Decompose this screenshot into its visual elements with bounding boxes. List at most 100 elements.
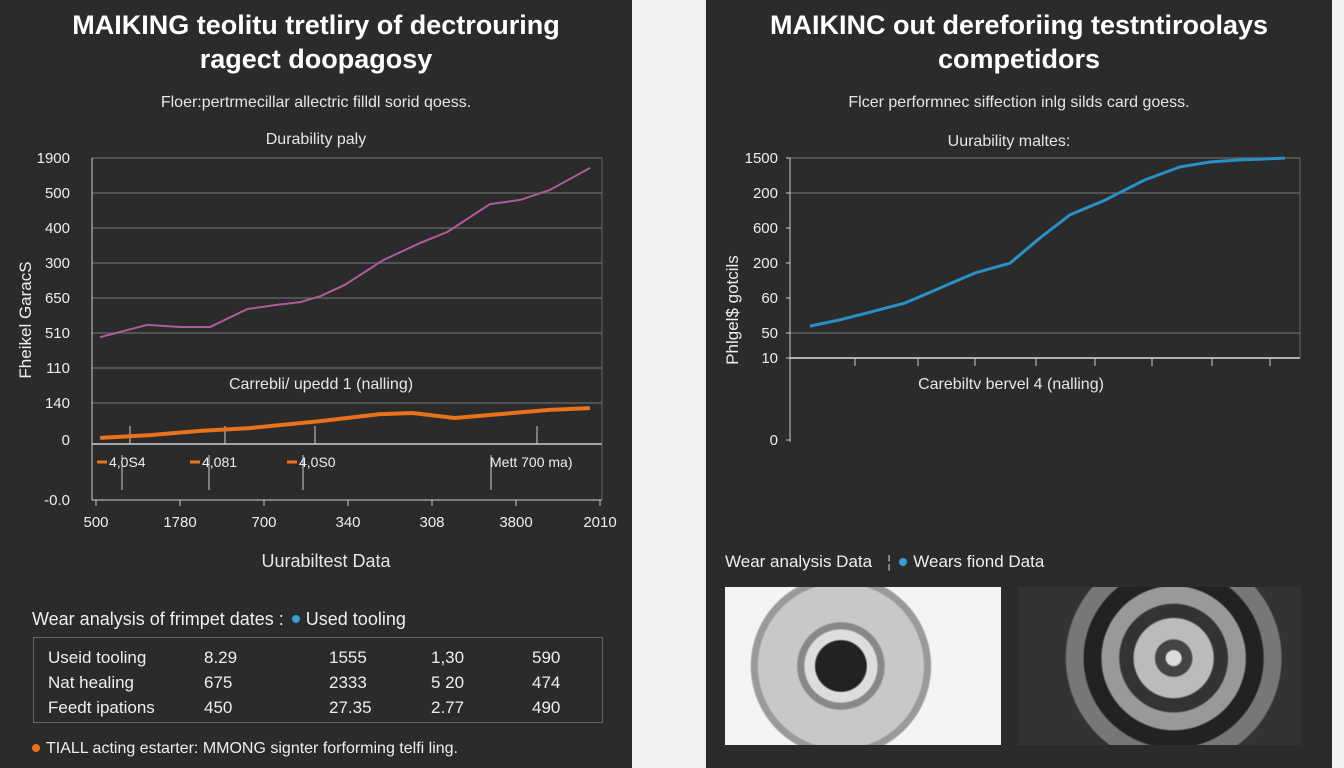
right-panel: MAIKINC out dereforiing testntiroolays c…: [706, 0, 1332, 768]
x-tick-label: 700: [251, 514, 276, 531]
data-point: [489, 203, 491, 205]
annotation-label: 4,0S0: [299, 454, 336, 470]
series-line-1: [100, 406, 591, 440]
table-cell: 27.35: [329, 698, 372, 717]
data-point: [549, 189, 551, 191]
right-title-line2: competidors: [937, 44, 1101, 74]
right-title-line1: MAIKINC out dereforiing testntiroolays: [769, 10, 1269, 40]
gear-assembly-photo: [1018, 587, 1301, 745]
legend-dot-icon: [899, 557, 908, 566]
y-axis-label: Fheikel GaracS: [16, 261, 35, 378]
table-row-label: Feedt ipations: [48, 698, 155, 717]
annotation-label: 4,081: [202, 454, 237, 470]
data-point: [199, 430, 201, 432]
y-tick-label: 400: [45, 220, 70, 237]
left-xlabel: Uurabiltest Data: [261, 551, 391, 571]
table-cell: 675: [204, 673, 233, 692]
table-cell: 590: [532, 648, 561, 667]
data-point: [412, 412, 414, 414]
left-chart-title: Durability paly: [265, 131, 367, 148]
x-tick-label: 2010: [583, 514, 616, 531]
series-line-0: [809, 156, 1286, 328]
data-point: [454, 417, 456, 419]
data-point: [589, 167, 591, 169]
data-point: [1104, 199, 1106, 201]
data-point: [382, 259, 384, 261]
data-point: [869, 311, 871, 313]
data-point: [1039, 237, 1041, 239]
y-tick-label: 50: [761, 325, 778, 342]
left-legend: Wear analysis of frimpet dates : Used too…: [32, 609, 406, 630]
y-tick-label: 600: [753, 220, 778, 237]
legend-label: Wear analysis of frimpet dates :: [32, 609, 284, 629]
annotation-label: 4,0S4: [109, 454, 146, 470]
y-tick-label: 300: [45, 255, 70, 272]
data-point: [1284, 157, 1286, 159]
left-mid-label: Carrebli/ upedd 1 (nalling): [228, 376, 414, 393]
data-point: [299, 301, 301, 303]
data-point: [179, 326, 181, 328]
footnote-text: TIALL acting estarter: MMONG signter for…: [46, 740, 458, 757]
data-table: Useid tooling 8.29 1555 1,30 590 Nat healing 6…: [33, 637, 603, 723]
data-point: [519, 199, 521, 201]
legend-dot-icon: [291, 615, 300, 624]
legend-item-1: Wear analysis Data: [725, 552, 873, 571]
footnote-dot-icon: [32, 743, 40, 752]
table-row-label: Useid tooling: [48, 648, 147, 667]
data-point: [379, 413, 381, 415]
y-tick-label: -0.0: [44, 492, 70, 509]
data-point: [149, 434, 151, 436]
left-title-line2: ragect doopagosy: [199, 44, 433, 74]
data-point: [419, 242, 421, 244]
table-row-label: Nat healing: [48, 673, 135, 692]
table-cell: 474: [532, 673, 561, 692]
right-chart-title: Uurability maltes:: [947, 133, 1071, 150]
data-point: [1069, 214, 1071, 216]
data-point: [99, 437, 101, 439]
x-tick-label: 308: [419, 514, 444, 531]
table-cell: 450: [204, 698, 233, 717]
data-point: [249, 427, 251, 429]
data-point: [1009, 262, 1011, 264]
data-point: [1239, 159, 1241, 161]
left-subtitle: Floer:pertrmecillar allectric filldl sor…: [160, 94, 472, 111]
y-tick-label: 0: [770, 432, 778, 449]
left-panel: MAIKING teolitu tretliry of dectrouring …: [0, 0, 632, 768]
x-tick-label: 500: [83, 514, 108, 531]
annotation-label: Mett 700 ma): [490, 454, 572, 470]
legend-item-2: Wears fiond Data: [913, 552, 1045, 571]
right-mid-label: Carebiltv bervel 4 (nalling): [918, 376, 1104, 393]
data-point: [974, 272, 976, 274]
data-point: [939, 287, 941, 289]
right-chart: 0 10 50 60 200 600 200 1500 Phlgel$ gotcils: [723, 150, 1301, 449]
x-tick-label: 3800: [499, 514, 532, 531]
data-point: [839, 319, 841, 321]
left-chart: -0.0 0 140 110 510 650 300 400 500 1900 500 1780 700…: [16, 150, 617, 531]
right-subtitle: Flcer performnec siffection inlg silds c…: [848, 94, 1190, 111]
table-cell: 1,30: [431, 648, 465, 667]
right-legend: Wear analysis Data ¦ Wears fiond Data: [725, 552, 1044, 572]
data-point: [146, 324, 148, 326]
y-tick-label: 140: [45, 395, 70, 412]
y-tick-label: 110: [46, 360, 70, 377]
data-point: [446, 231, 448, 233]
data-point: [246, 308, 248, 310]
data-point: [499, 413, 501, 415]
y-tick-label: 60: [761, 290, 778, 307]
y-tick-label: 200: [753, 255, 778, 272]
y-tick-label: 1900: [37, 150, 70, 167]
data-point: [276, 304, 278, 306]
legend-item: Used tooling: [305, 609, 406, 629]
table-cell: 490: [532, 698, 561, 717]
y-tick-label: 0: [62, 432, 70, 449]
y-tick-label: 200: [753, 185, 778, 202]
table-cell: 5 20: [431, 673, 465, 692]
table-cell: 1555: [329, 648, 367, 667]
data-point: [99, 336, 101, 338]
data-point: [1179, 166, 1181, 168]
x-tick-label: 1780: [163, 514, 196, 531]
y-tick-label: 10: [761, 350, 778, 367]
bearing-flange-photo: [725, 587, 1001, 745]
table-cell: 2.77: [431, 698, 465, 717]
y-tick-label: 500: [45, 185, 70, 202]
